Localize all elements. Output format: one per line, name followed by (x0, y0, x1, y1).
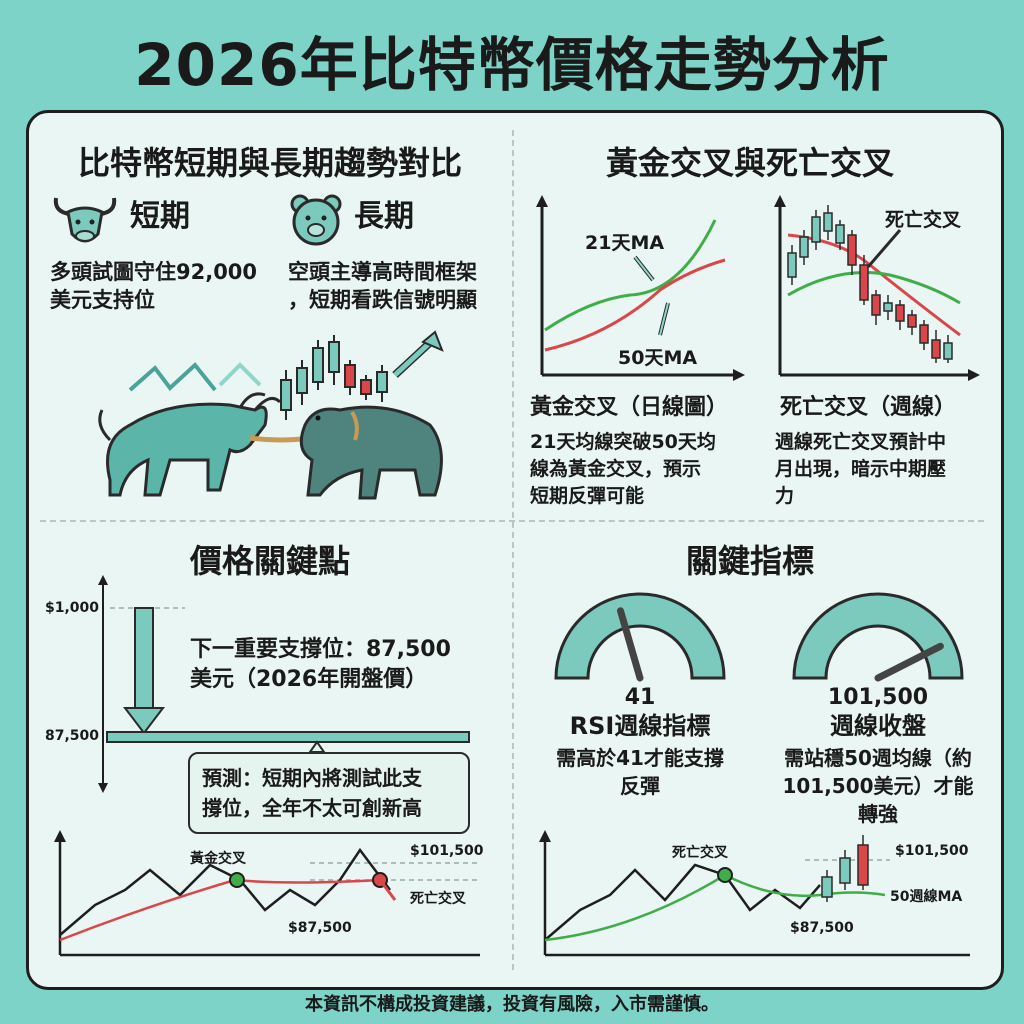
golden-cross-chart (536, 195, 745, 381)
golden-cross-desc-3: 短期反彈可能 (530, 485, 645, 507)
rsi-desc-2: 反彈 (620, 774, 660, 798)
vertical-divider (512, 130, 514, 970)
indicator-high-label: $101,500 (895, 843, 969, 859)
bull-bear-illustration (98, 330, 444, 500)
golden-cross-desc-1: 21天均線突破50天均 (530, 431, 716, 453)
ma21-label: 21天MA (585, 232, 665, 254)
indicator-mini-chart (539, 830, 970, 957)
indicator-ma-label: 50週線MA (890, 889, 963, 905)
bear-icon (290, 194, 342, 246)
forecast-text-2: 撐位，全年不太可創新高 (202, 796, 422, 820)
golden-cross-caption: 黃金交叉（日線圖） (530, 395, 729, 420)
support-text-1: 下一重要支撐位：87,500 (190, 637, 451, 662)
horizontal-divider (40, 520, 984, 522)
price-top-label: $1,000 (45, 600, 100, 616)
close-desc-3: 轉強 (858, 802, 898, 826)
mini-golden-label: 黃金交叉 (190, 851, 246, 867)
long-term-label: 長期 (354, 199, 414, 234)
rsi-gauge (554, 592, 726, 682)
page-title: 2026年比特幣價格走勢分析 (134, 31, 890, 99)
death-cross-desc-3: 力 (775, 485, 795, 507)
death-cross-label: 死亡交叉 (885, 209, 962, 231)
death-cross-desc-1: 週線死亡交叉預計中 (775, 431, 947, 453)
cross-heading: 黃金交叉與死亡交叉 (605, 144, 894, 182)
close-value: 101,500 (827, 685, 929, 710)
price-heading: 價格關鍵點 (189, 542, 350, 580)
close-desc-1: 需站穩50週均線（約 (784, 746, 972, 770)
indicator-low-label: $87,500 (790, 920, 854, 936)
price-axis (98, 575, 470, 793)
indicator-death-label: 死亡交叉 (672, 845, 728, 861)
long-term-text-2: ，短期看跌信號明顯 (288, 288, 477, 312)
death-cross-chart (774, 195, 980, 381)
trend-heading: 比特幣短期與長期趨勢對比 (77, 144, 462, 182)
short-term-text-2: 美元支持位 (50, 288, 155, 312)
mini-high-label: $101,500 (410, 843, 484, 859)
death-cross-desc-2: 月出現，暗示中期壓 (775, 458, 947, 480)
rsi-desc-1: 需高於41才能支撐 (556, 746, 724, 770)
rsi-value: 41 (624, 685, 656, 710)
close-gauge (792, 592, 964, 682)
death-cross-caption: 死亡交叉（週線） (780, 395, 957, 420)
short-term-label: 短期 (130, 199, 190, 234)
rsi-name: RSI週線指標 (569, 712, 711, 740)
disclaimer-footer: 本資訊不構成投資建議，投資有風險，入市需謹慎。 (305, 994, 719, 1015)
close-name: 週線收盤 (830, 712, 926, 740)
indicators-heading: 關鍵指標 (685, 542, 814, 580)
close-desc-2: 101,500美元）才能 (782, 774, 974, 798)
price-mini-chart (54, 830, 480, 957)
short-term-text-1: 多頭試圖守住92,000 (50, 260, 258, 284)
bull-icon (53, 197, 117, 243)
ma50-label: 50天MA (618, 347, 698, 369)
golden-cross-desc-2: 線為黃金交叉，預示 (530, 458, 702, 480)
forecast-text-1: 預測：短期內將測試此支 (202, 766, 422, 790)
main-panel (26, 110, 1004, 990)
mini-death-label: 死亡交叉 (410, 891, 466, 907)
long-term-text-1: 空頭主導高時間框架 (288, 260, 477, 284)
support-text-2: 美元（2026年開盤價） (190, 667, 428, 692)
mini-low-label: $87,500 (288, 920, 352, 936)
forecast-box (188, 752, 470, 834)
support-label: 87,500 (45, 728, 100, 744)
